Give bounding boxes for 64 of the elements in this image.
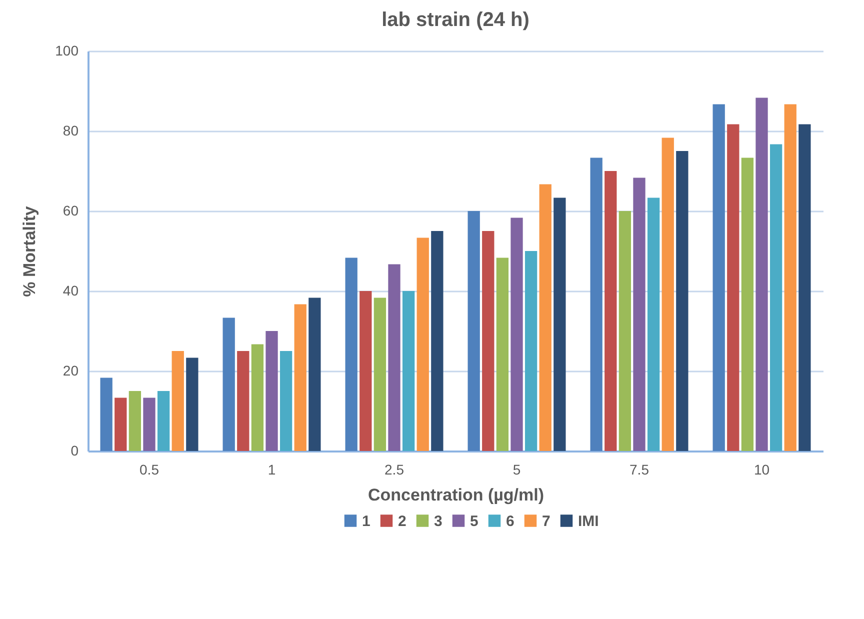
bar [676, 151, 688, 451]
legend-label: IMI [578, 512, 599, 530]
bar [539, 184, 552, 451]
x-axis-title: Concentration (µg/ml) [368, 486, 544, 504]
bar [496, 258, 509, 451]
bar [128, 391, 142, 451]
x-tick-label: 1 [268, 462, 276, 478]
bar [727, 124, 740, 451]
bar [798, 124, 811, 451]
chart-title: lab strain (24 h) [382, 9, 530, 31]
bar [770, 144, 782, 451]
bar [237, 351, 250, 451]
bar [482, 231, 494, 451]
bar [157, 391, 170, 451]
bar [388, 264, 400, 451]
bar [308, 298, 321, 451]
bar [784, 104, 796, 451]
legend-label: 6 [506, 512, 514, 530]
bar [604, 171, 617, 451]
x-tick-label: 5 [512, 462, 521, 478]
y-axis-title: % Mortality [20, 206, 40, 297]
x-tick-label: 0.5 [140, 462, 160, 478]
legend-label: 1 [362, 512, 370, 530]
bar [647, 198, 660, 451]
bar [222, 318, 235, 451]
bar [360, 291, 372, 451]
bar [280, 351, 292, 451]
bar [756, 98, 768, 451]
legend-label: 7 [542, 512, 550, 530]
y-tick-label: 20 [62, 362, 79, 378]
bar [345, 258, 358, 451]
bar [590, 158, 602, 451]
legend-label: 5 [470, 512, 478, 530]
bar [618, 211, 632, 451]
y-tick-label: 60 [62, 202, 79, 218]
bar [251, 344, 264, 451]
bar [143, 398, 156, 451]
bar [662, 138, 674, 451]
y-tick-label: 0 [70, 442, 79, 458]
bar [554, 198, 566, 451]
bar [416, 238, 429, 451]
y-tick-label: 100 [55, 42, 79, 58]
legend-label: 3 [434, 512, 442, 530]
bar [374, 298, 386, 451]
y-tick-label: 40 [62, 282, 79, 298]
y-tick-label: 80 [62, 122, 79, 138]
bar [172, 351, 184, 451]
x-tick-label: 2.5 [384, 462, 404, 478]
bar [294, 304, 306, 451]
bar [186, 358, 198, 451]
bar [741, 158, 754, 451]
bar [266, 331, 278, 451]
bar [712, 104, 725, 451]
x-tick-label: 10 [754, 462, 770, 478]
bar [468, 211, 480, 451]
bar [100, 378, 112, 451]
bar [402, 291, 415, 451]
x-tick-label: 7.5 [630, 462, 650, 478]
bar [114, 398, 127, 451]
bar [633, 178, 646, 451]
bar [510, 218, 523, 451]
bar [431, 231, 444, 451]
bar [524, 251, 538, 451]
legend-label: 2 [398, 512, 406, 530]
